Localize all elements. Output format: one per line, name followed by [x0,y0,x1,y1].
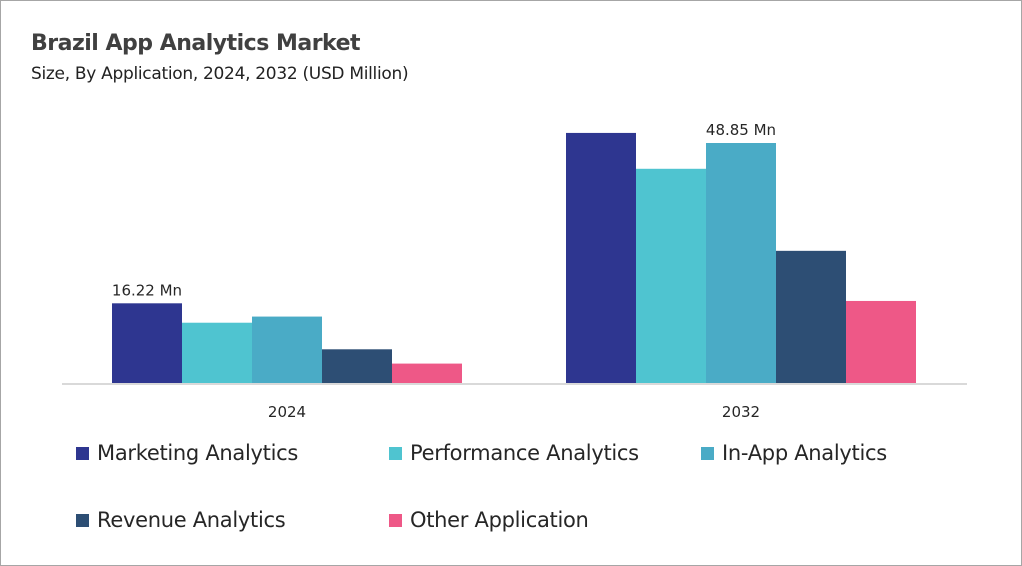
x-tick-label: 2032 [722,403,760,421]
legend-item: Performance Analytics [389,441,639,465]
legend-item: Marketing Analytics [76,441,298,465]
legend-label: Revenue Analytics [97,508,286,532]
bar-2032-0 [566,132,636,383]
legend-swatch [76,446,89,460]
chart-title: Brazil App Analytics Market [31,31,361,56]
bar-2024-0 [112,303,182,383]
legend-label: Performance Analytics [410,441,639,465]
bar-2024-3 [322,349,392,383]
legend-swatch [76,513,89,527]
legend-item: In-App Analytics [701,441,887,465]
data-label: 48.85 Mn [706,121,776,139]
legend-swatch [389,513,402,527]
bar-2032-2 [706,143,776,383]
bar-2032-4 [846,300,916,383]
bar-2032-3 [776,250,846,383]
legend-label: Marketing Analytics [97,441,298,465]
legend-label: Other Application [410,508,589,532]
x-tick-label: 2024 [268,403,306,421]
legend-item: Other Application [389,508,589,532]
bar-2024-2 [252,316,322,383]
data-label: 16.22 Mn [112,281,182,299]
legend-item: Revenue Analytics [76,508,286,532]
legend-swatch [701,446,714,460]
legend-swatch [389,446,402,460]
bar-2024-1 [182,322,252,383]
bar-2032-1 [636,168,706,383]
bar-2024-4 [392,363,462,383]
chart-subtitle: Size, By Application, 2024, 2032 (USD Mi… [31,64,409,84]
legend-label: In-App Analytics [722,441,887,465]
